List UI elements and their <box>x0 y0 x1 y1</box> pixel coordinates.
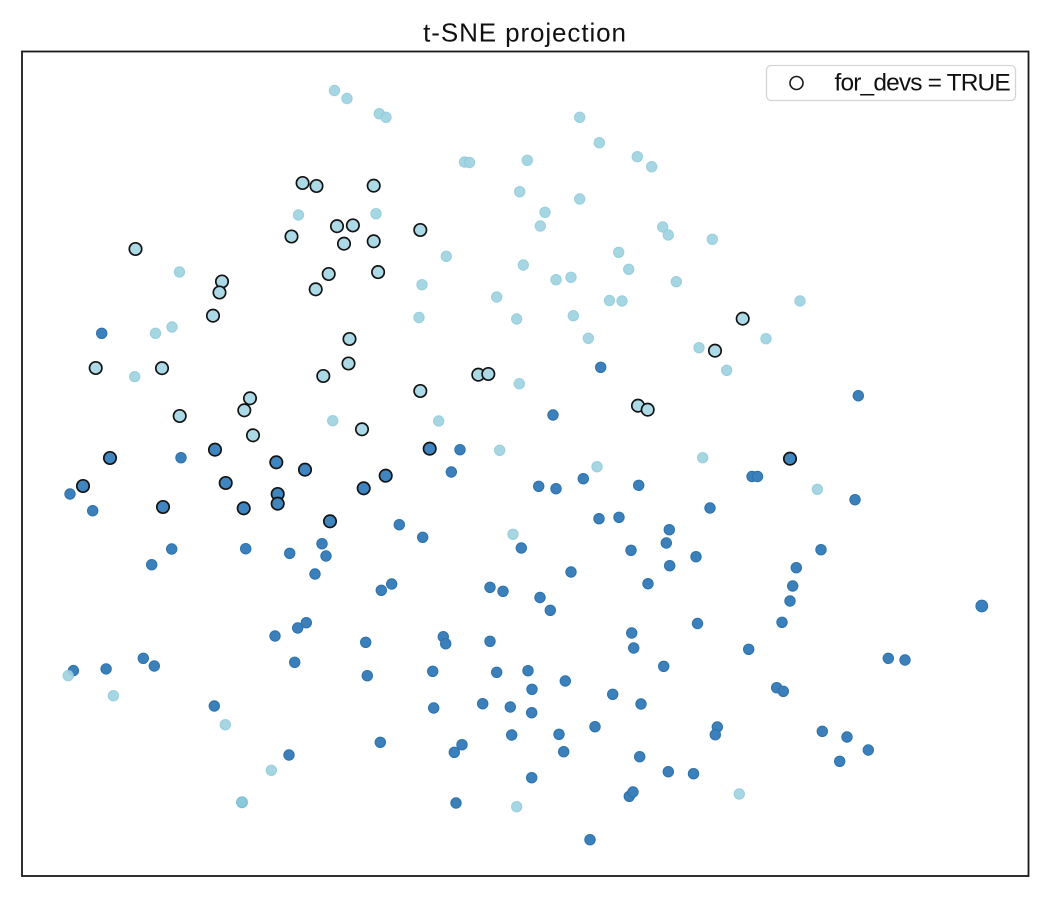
svg-text:for_devs = TRUE: for_devs = TRUE <box>835 70 1011 97</box>
svg-text:t-SNE projection: t-SNE projection <box>423 18 627 48</box>
